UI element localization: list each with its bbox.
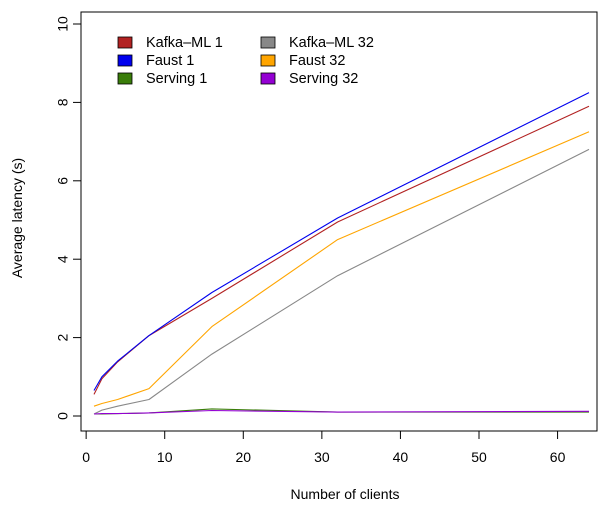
legend-label-0: Kafka–ML 1 bbox=[146, 35, 223, 51]
x-tick-label-50: 50 bbox=[471, 449, 487, 465]
legend-label-4: Faust 32 bbox=[289, 53, 345, 69]
x-tick-label-0: 0 bbox=[82, 449, 90, 465]
x-tick-label-30: 30 bbox=[314, 449, 330, 465]
y-tick-label-4: 4 bbox=[55, 255, 71, 263]
legend-label-5: Serving 32 bbox=[289, 71, 358, 87]
legend-label-1: Faust 1 bbox=[146, 53, 194, 69]
series-line-5 bbox=[93, 409, 590, 415]
y-tick-label-0: 0 bbox=[55, 412, 71, 420]
x-tick-label-60: 60 bbox=[550, 449, 566, 465]
x-axis-title: Number of clients bbox=[291, 486, 400, 502]
legend-swatch-2 bbox=[117, 72, 133, 85]
y-tick-label-6: 6 bbox=[55, 177, 71, 185]
legend-swatch-0 bbox=[117, 36, 133, 49]
legend-swatch-3 bbox=[260, 36, 276, 49]
y-axis: 0 2 4 6 8 10 bbox=[55, 16, 82, 420]
y-tick-label-2: 2 bbox=[55, 333, 71, 341]
x-tick-label-10: 10 bbox=[157, 449, 173, 465]
series-lines bbox=[93, 92, 590, 415]
legend-swatch-5 bbox=[260, 72, 276, 85]
x-tick-label-40: 40 bbox=[393, 449, 409, 465]
legend-label-2: Serving 1 bbox=[146, 71, 207, 87]
x-tick-label-20: 20 bbox=[235, 449, 251, 465]
y-tick-label-10: 10 bbox=[55, 16, 71, 32]
x-axis: 0 10 20 30 40 50 60 bbox=[82, 430, 566, 465]
legend: Kafka–ML 1 Faust 1 Serving 1 Kafka–ML 32 Fau… bbox=[117, 35, 374, 87]
legend-swatch-1 bbox=[117, 54, 133, 67]
legend-swatch-4 bbox=[260, 54, 276, 67]
legend-label-3: Kafka–ML 32 bbox=[289, 35, 374, 51]
y-tick-label-8: 8 bbox=[55, 98, 71, 106]
series-line-4 bbox=[93, 131, 590, 407]
series-line-1 bbox=[93, 92, 590, 391]
y-axis-title: Average latency (s) bbox=[9, 158, 25, 278]
series-line-3 bbox=[93, 148, 590, 415]
series-line-0 bbox=[93, 105, 590, 395]
